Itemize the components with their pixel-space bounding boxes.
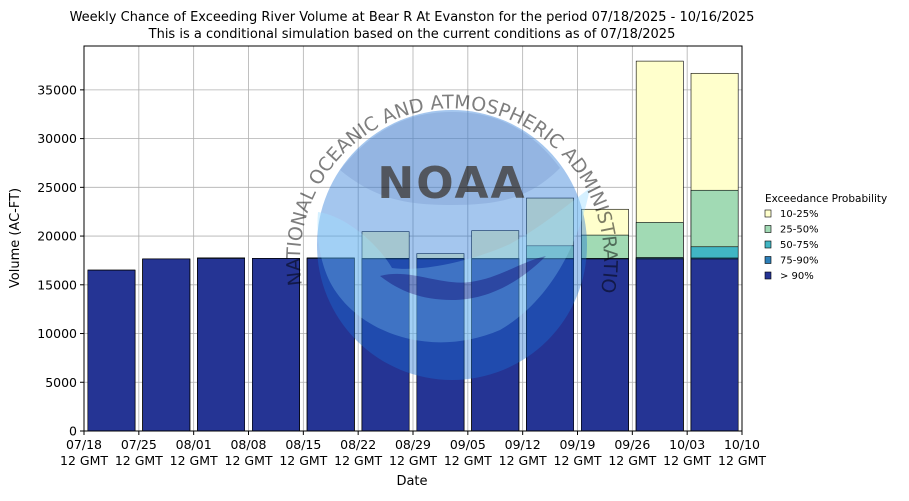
y-axis-label: Volume (AC-FT) bbox=[8, 188, 23, 288]
y-tick-label-1: 5000 bbox=[45, 375, 77, 390]
y-tick-label-5: 25000 bbox=[37, 180, 77, 195]
x-tick-label-date-1: 07/25 bbox=[121, 437, 157, 452]
noaa-logo-bird bbox=[340, 112, 560, 205]
bar-series-4-week-9 bbox=[581, 258, 629, 432]
chart-subtitle: This is a conditional simulation based o… bbox=[148, 27, 676, 42]
x-tick-label-time-8: 12 GMT bbox=[499, 453, 547, 468]
x-tick-label-time-1: 12 GMT bbox=[115, 453, 163, 468]
noaa-logo-gull bbox=[380, 256, 546, 300]
x-tick-label-date-5: 08/22 bbox=[340, 437, 376, 452]
y-tick-label-6: 30000 bbox=[37, 131, 77, 146]
bar-series-4-week-2 bbox=[197, 258, 245, 432]
x-tick-label-time-7: 12 GMT bbox=[444, 453, 492, 468]
x-tick-label-date-11: 10/03 bbox=[669, 437, 705, 452]
legend-title: Exceedance Probability bbox=[765, 193, 887, 205]
x-tick-label-date-9: 09/19 bbox=[559, 437, 595, 452]
x-tick-label-date-3: 08/08 bbox=[230, 437, 266, 452]
x-tick-label-date-0: 07/18 bbox=[66, 437, 102, 452]
legend-swatch-4 bbox=[764, 271, 772, 280]
legend-label-3: 75-90% bbox=[780, 256, 819, 267]
legend-label-0: 10-25% bbox=[780, 209, 819, 220]
bar-series-4-week-3 bbox=[252, 258, 300, 432]
y-tick-label-4: 20000 bbox=[37, 229, 77, 244]
noaa-logo-wave bbox=[317, 188, 590, 343]
x-tick-label-date-2: 08/01 bbox=[176, 437, 212, 452]
bar-series-4-week-8 bbox=[526, 258, 574, 432]
axis-ticks: 0 5000 10000 15000 20000 25000 30000 35000 07/18… bbox=[37, 82, 766, 468]
x-tick-label-time-12: 12 GMT bbox=[718, 453, 766, 468]
y-tick-label-3: 15000 bbox=[37, 277, 77, 292]
y-tick-label-0: 0 bbox=[69, 424, 77, 439]
bar-series-4-week-11 bbox=[690, 258, 739, 432]
x-tick-label-time-10: 12 GMT bbox=[608, 453, 656, 468]
noaa-logo-text: NOAA bbox=[377, 158, 526, 209]
x-tick-label-date-6: 08/29 bbox=[395, 437, 431, 452]
x-tick-label-time-2: 12 GMT bbox=[170, 453, 218, 468]
bar-series-4-week-1 bbox=[142, 258, 191, 432]
legend-swatch-3 bbox=[764, 256, 772, 264]
x-tick-label-time-4: 12 GMT bbox=[279, 453, 327, 468]
legend-label-2: 50-75% bbox=[780, 240, 819, 251]
x-tick-label-date-4: 08/15 bbox=[285, 437, 321, 452]
x-axis-label: Date bbox=[396, 474, 427, 489]
legend-swatch-1 bbox=[764, 225, 772, 233]
chart-title: Weekly Chance of Exceeding River Volume … bbox=[70, 10, 755, 25]
x-tick-label-date-8: 09/12 bbox=[505, 437, 541, 452]
x-tick-label-time-11: 12 GMT bbox=[663, 453, 711, 468]
legend-swatch-0 bbox=[764, 209, 772, 218]
noaa-logo-circle bbox=[317, 110, 587, 380]
x-tick-label-date-12: 10/10 bbox=[724, 437, 760, 452]
x-tick-label-time-9: 12 GMT bbox=[554, 453, 602, 468]
bar-series-4-week-0 bbox=[87, 269, 136, 432]
grid-lines bbox=[83, 46, 743, 432]
bar-series-4-week-10 bbox=[635, 258, 684, 432]
y-tick-label-2: 10000 bbox=[37, 326, 77, 341]
y-tick-label-7: 35000 bbox=[37, 82, 77, 97]
x-tick-label-time-3: 12 GMT bbox=[225, 453, 273, 468]
x-tick-label-date-7: 09/05 bbox=[450, 437, 486, 452]
x-tick-label-date-10: 09/26 bbox=[614, 437, 650, 452]
x-tick-label-time-6: 12 GMT bbox=[389, 453, 437, 468]
legend-swatch-2 bbox=[764, 240, 772, 249]
legend: 10-25% 25-50% 50-75% 75-90% > 90% bbox=[764, 209, 819, 282]
legend-label-4: > 90% bbox=[780, 271, 814, 282]
legend-label-1: 25-50% bbox=[780, 225, 819, 236]
x-tick-label-time-5: 12 GMT bbox=[334, 453, 382, 468]
bar-series-4-week-4 bbox=[306, 258, 355, 432]
x-tick-label-time-0: 12 GMT bbox=[60, 453, 108, 468]
